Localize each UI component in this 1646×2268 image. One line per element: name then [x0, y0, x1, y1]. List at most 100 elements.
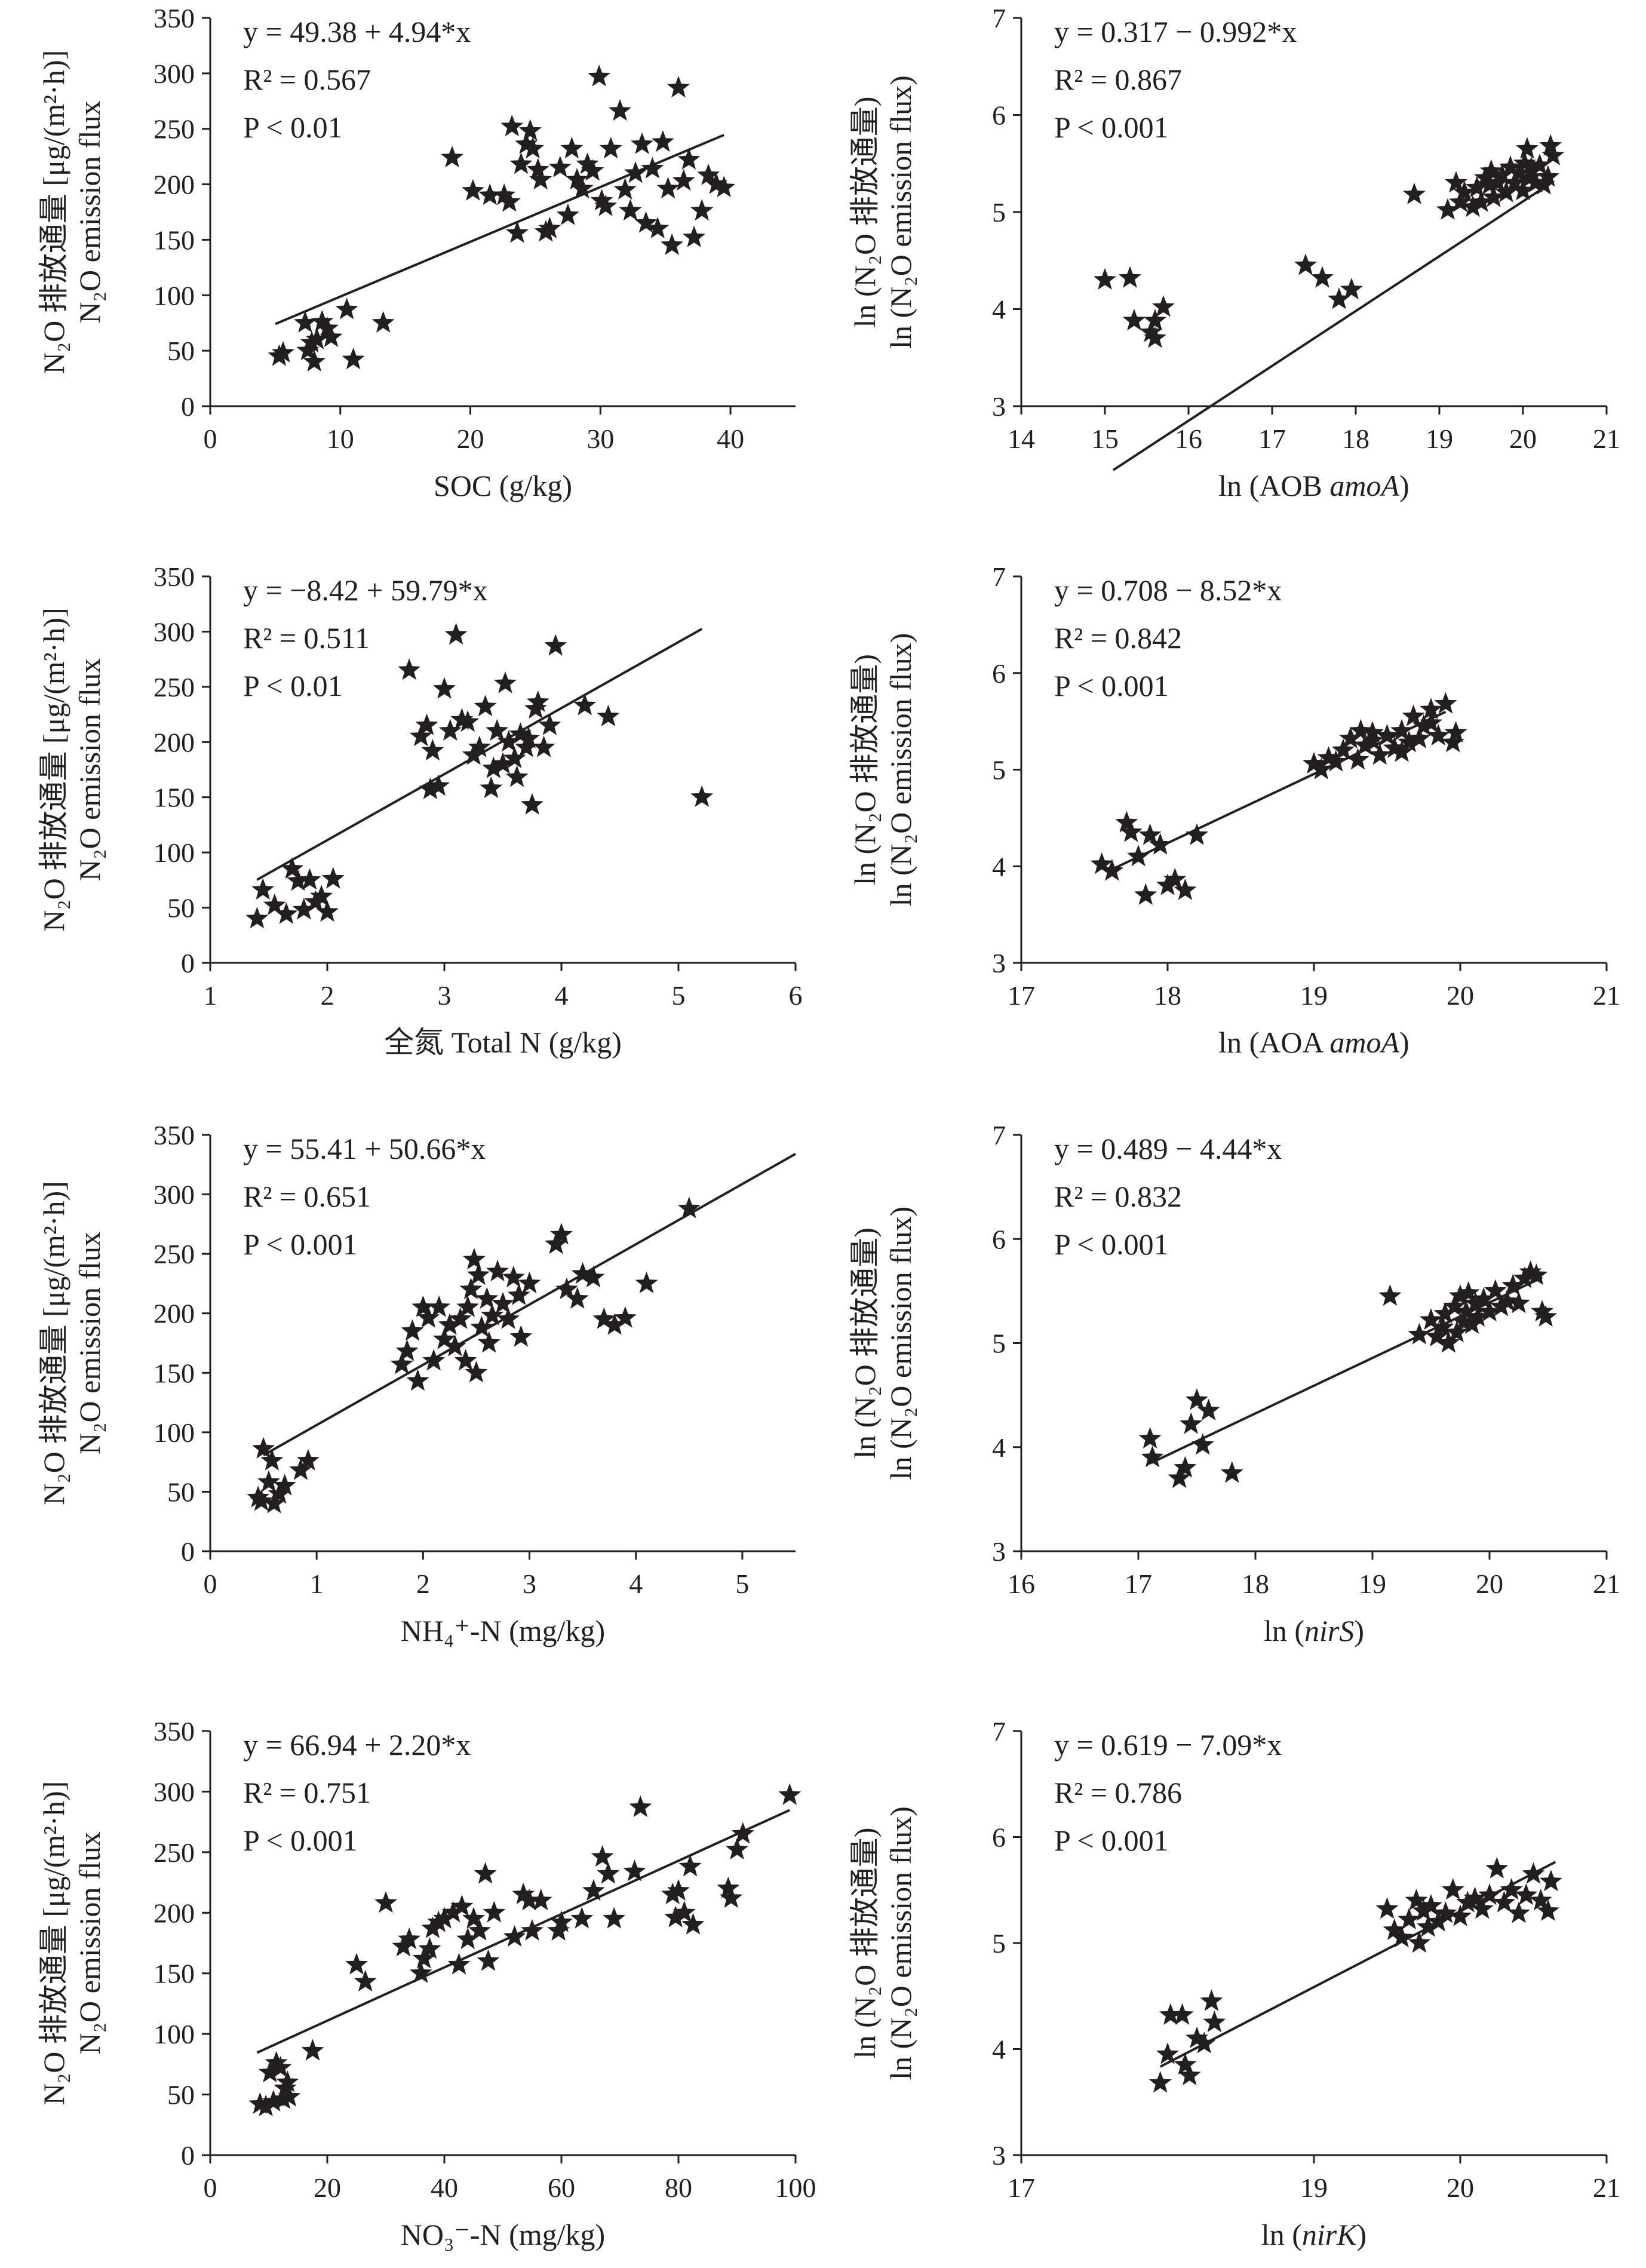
data-point-star — [603, 1313, 627, 1335]
data-point-star — [474, 695, 497, 717]
data-point-star — [597, 704, 620, 726]
data-point-star — [1478, 1300, 1501, 1322]
data-point-star — [1303, 751, 1325, 774]
data-point-star — [1168, 1466, 1191, 1489]
data-point-star — [417, 1306, 440, 1328]
y-tick-label: 200 — [153, 170, 195, 200]
x-tick-label: 17 — [1008, 980, 1035, 1011]
x-tick-label: 18 — [1154, 980, 1181, 1011]
data-point-star — [1141, 1445, 1164, 1468]
data-point-star — [1353, 734, 1377, 756]
y-tick-label: 4 — [992, 2034, 1006, 2065]
y-tick-label: 350 — [153, 1120, 195, 1150]
data-point-star — [1193, 2031, 1216, 2054]
data-point-star — [278, 2085, 301, 2107]
data-point-star — [475, 1287, 499, 1309]
data-point-star — [521, 1919, 543, 1941]
data-point-star — [1461, 195, 1484, 217]
data-point-star — [631, 132, 653, 154]
data-point-star — [629, 1795, 652, 1817]
data-point-star — [550, 1910, 573, 1932]
data-point-star — [503, 1925, 526, 1947]
data-point-star — [1528, 154, 1551, 176]
data-point-star — [1378, 1284, 1402, 1306]
data-point-star — [1520, 156, 1543, 179]
data-point-star — [390, 1352, 413, 1374]
y-tick-label: 3 — [992, 2140, 1006, 2171]
x-axis-label: ln (AOA amoA) — [1218, 1026, 1409, 1059]
data-point-star — [1463, 1886, 1487, 1908]
data-point-star — [433, 677, 456, 699]
data-point-star — [1375, 1897, 1399, 1919]
y-tick-label: 300 — [153, 59, 195, 89]
data-point-star — [1191, 1433, 1214, 1455]
data-point-star — [521, 137, 545, 159]
y-axis-label-cn: ln (N₂O 排放通量) — [848, 1227, 882, 1459]
p-value: P < 0.001 — [1054, 1824, 1169, 1857]
data-point-star — [1513, 1266, 1536, 1288]
r-squared: R² = 0.786 — [1054, 1776, 1182, 1809]
x-tick-label: 19 — [1300, 980, 1328, 1011]
p-value: P < 0.01 — [243, 669, 343, 702]
data-point-star — [1434, 692, 1457, 714]
x-tick-label: 3 — [523, 1569, 536, 1599]
r-squared: R² = 0.651 — [243, 1180, 371, 1213]
data-point-star — [1412, 1899, 1435, 1921]
r-squared: R² = 0.867 — [1054, 63, 1182, 96]
data-point-star — [1383, 736, 1406, 759]
r-squared: R² = 0.842 — [1054, 621, 1182, 655]
p-value: P < 0.001 — [243, 1824, 358, 1857]
data-point-star — [483, 1901, 506, 1923]
x-tick-label: 4 — [555, 980, 569, 1011]
y-axis-label-en: ln (N₂O emission flux) — [884, 633, 917, 907]
x-tick-label: 19 — [1359, 1569, 1386, 1599]
data-point-star — [486, 719, 509, 741]
data-point-star — [444, 623, 468, 645]
data-point-star — [678, 1855, 702, 1877]
y-axis-label-en: N₂O emission flux — [73, 658, 106, 881]
data-point-star — [512, 1882, 535, 1904]
x-tick-label: 20 — [1476, 1569, 1503, 1599]
data-point-star — [492, 1291, 514, 1313]
data-point-star — [609, 99, 631, 121]
data-point-star — [1529, 1889, 1552, 1911]
data-point-star — [461, 179, 484, 201]
data-point-star — [690, 199, 714, 221]
data-point-star — [581, 159, 604, 181]
p-value: P < 0.001 — [1054, 669, 1169, 702]
data-point-star — [304, 890, 327, 912]
y-tick-label: 350 — [153, 561, 195, 592]
data-point-star — [251, 878, 275, 900]
x-axis-label: ln (nirK) — [1261, 2218, 1366, 2251]
data-point-star — [335, 297, 358, 320]
data-point-star — [1375, 723, 1399, 746]
data-point-star — [1390, 1926, 1413, 1948]
data-point-star — [1472, 1287, 1495, 1309]
y-tick-label: 150 — [153, 225, 195, 255]
data-point-star — [419, 777, 442, 799]
y-axis-label-en: ln (N₂O emission flux) — [884, 1806, 917, 2080]
y-axis-label-en: N₂O emission flux — [73, 1832, 106, 2055]
data-point-star — [1534, 1305, 1558, 1327]
data-point-star — [1436, 198, 1459, 220]
data-point-star — [1437, 1331, 1460, 1353]
data-point-star — [1433, 1302, 1457, 1324]
data-point-star — [1503, 171, 1526, 193]
data-point-star — [1441, 1878, 1464, 1900]
data-point-star — [438, 1313, 461, 1335]
y-tick-label: 6 — [992, 658, 1006, 689]
data-point-star — [1482, 185, 1505, 207]
y-axis-label-cn: N₂O 排放通量 [μg/(m²·h)] — [37, 1781, 70, 2105]
data-point-star — [634, 211, 658, 233]
data-point-star — [726, 1837, 748, 1859]
data-point-star — [1390, 740, 1413, 762]
data-point-star — [1495, 180, 1518, 202]
data-point-star — [395, 1339, 419, 1361]
data-point-star — [273, 1474, 296, 1496]
data-point-star — [449, 1307, 472, 1329]
data-point-star — [1457, 1281, 1480, 1303]
data-point-star — [677, 148, 701, 170]
data-point-star — [1541, 143, 1565, 165]
